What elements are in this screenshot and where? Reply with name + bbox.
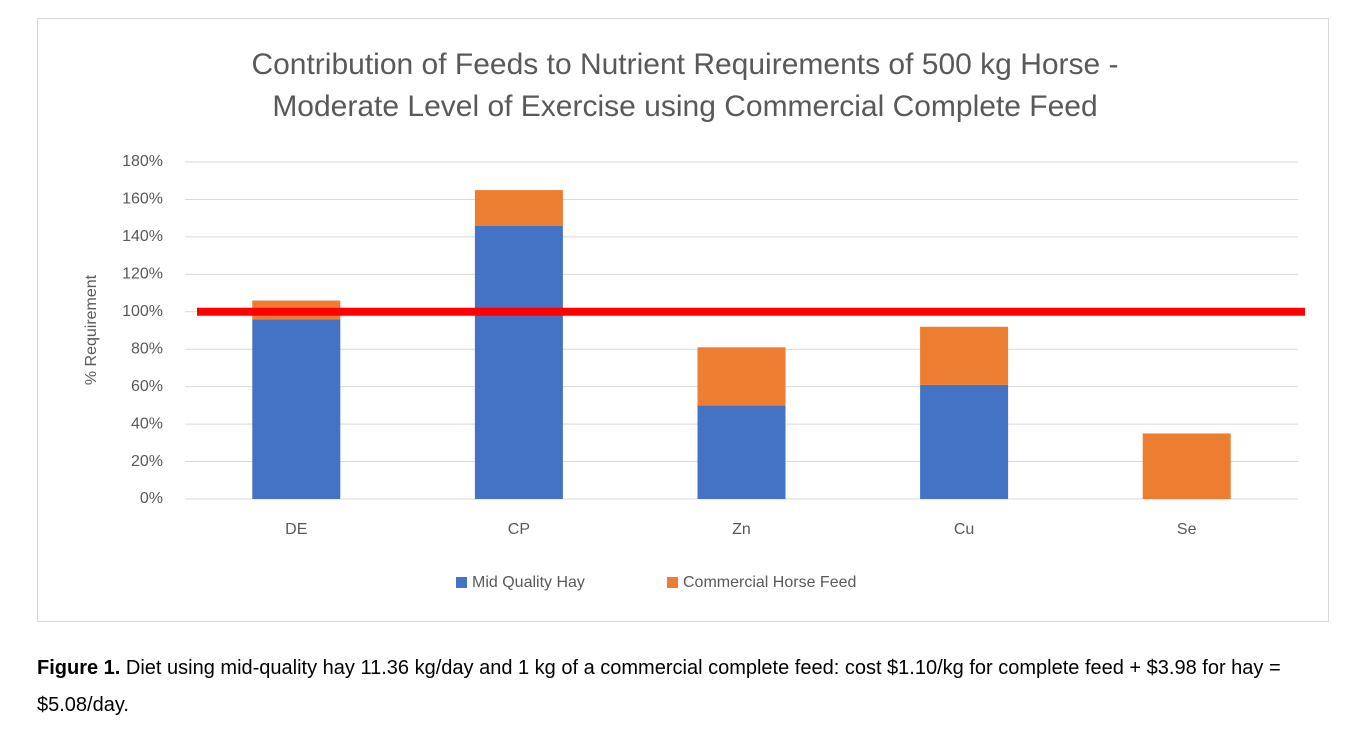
y-tick-label: 40% xyxy=(131,415,163,432)
bar-segment xyxy=(474,225,563,499)
chart-title: Contribution of Feeds to Nutrient Requir… xyxy=(251,48,1118,81)
bar-segment xyxy=(920,326,1009,385)
y-tick-label: 180% xyxy=(122,153,163,170)
chart: Contribution of Feeds to Nutrient Requir… xyxy=(37,18,1329,622)
legend-swatch xyxy=(667,577,678,588)
bar-segment xyxy=(252,319,341,499)
y-tick-label: 100% xyxy=(122,303,163,320)
caption: Figure 1. Diet using mid-quality hay 11.… xyxy=(37,650,1307,724)
x-tick-label: Zn xyxy=(732,521,751,538)
caption-label: Figure 1. xyxy=(37,657,121,679)
y-tick-label: 20% xyxy=(131,453,163,470)
x-tick-label: Cu xyxy=(954,521,974,538)
chart-title: Moderate Level of Exercise using Commerc… xyxy=(272,90,1097,123)
legend-swatch xyxy=(456,577,467,588)
bar-segment xyxy=(697,347,786,406)
y-axis-title: % Requirement xyxy=(83,274,100,385)
y-tick-label: 140% xyxy=(122,228,163,245)
y-tick-label: 60% xyxy=(131,378,163,395)
y-tick-label: 0% xyxy=(140,490,163,507)
x-tick-label: CP xyxy=(508,521,530,538)
legend-label: Commercial Horse Feed xyxy=(683,574,856,591)
x-tick-label: DE xyxy=(285,521,307,538)
y-tick-label: 160% xyxy=(122,191,163,208)
x-tick-label: Se xyxy=(1177,521,1197,538)
bar-segment xyxy=(1142,433,1231,499)
bar-segment xyxy=(474,190,563,226)
caption-text: Diet using mid-quality hay 11.36 kg/day … xyxy=(37,657,1281,716)
y-tick-label: 80% xyxy=(131,340,163,357)
bar-segment xyxy=(920,384,1009,499)
legend-label: Mid Quality Hay xyxy=(472,574,585,591)
bar-segment xyxy=(697,405,786,499)
y-tick-label: 120% xyxy=(122,266,163,283)
